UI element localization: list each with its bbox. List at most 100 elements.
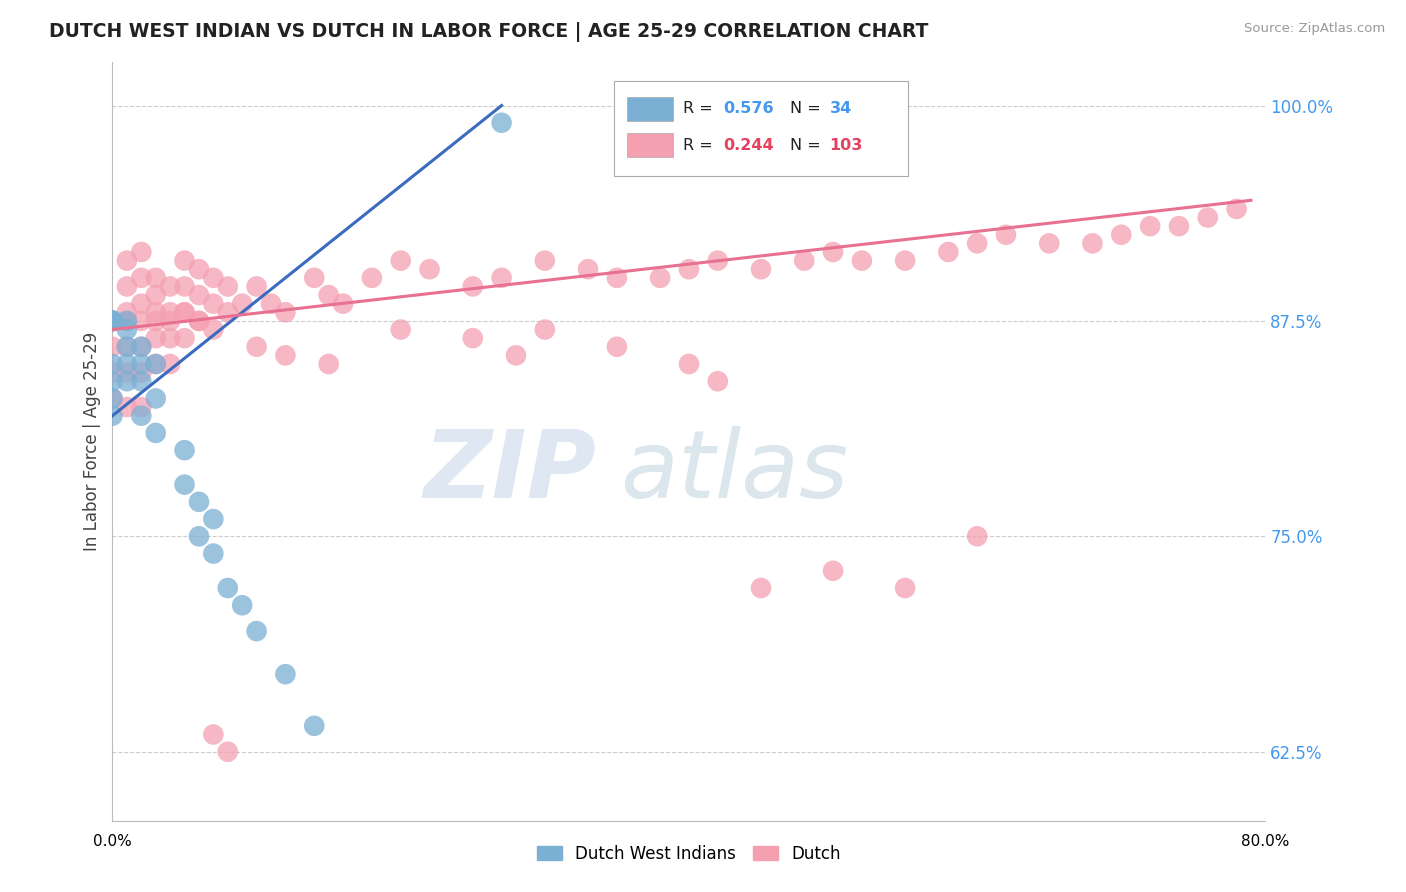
- Point: [129, 400, 153, 414]
- Point: [188, 314, 211, 328]
- Point: [173, 279, 195, 293]
- Point: [145, 288, 167, 302]
- Point: [115, 322, 138, 336]
- Point: [129, 366, 153, 380]
- Point: [101, 314, 124, 328]
- Text: N =: N =: [790, 101, 827, 116]
- Point: [966, 529, 988, 543]
- Point: [129, 340, 153, 354]
- Text: ZIP: ZIP: [423, 425, 596, 518]
- Point: [318, 357, 340, 371]
- Point: [101, 314, 124, 328]
- Point: [274, 348, 297, 362]
- Text: R =: R =: [683, 137, 718, 153]
- Point: [101, 314, 124, 328]
- Point: [231, 599, 253, 613]
- Point: [1038, 236, 1060, 251]
- Point: [173, 331, 195, 345]
- Point: [505, 348, 527, 362]
- Point: [231, 296, 253, 310]
- Point: [101, 314, 124, 328]
- Point: [188, 314, 211, 328]
- Text: 0.576: 0.576: [724, 101, 775, 116]
- Point: [260, 296, 283, 310]
- Point: [360, 270, 382, 285]
- Point: [101, 357, 124, 371]
- Point: [145, 392, 167, 406]
- Point: [115, 253, 138, 268]
- Point: [534, 253, 557, 268]
- Text: DUTCH WEST INDIAN VS DUTCH IN LABOR FORCE | AGE 25-29 CORRELATION CHART: DUTCH WEST INDIAN VS DUTCH IN LABOR FORC…: [49, 22, 928, 42]
- Point: [217, 279, 239, 293]
- FancyBboxPatch shape: [627, 133, 673, 157]
- Point: [188, 529, 211, 543]
- Point: [101, 366, 124, 380]
- Text: 0.244: 0.244: [724, 137, 775, 153]
- Point: [159, 357, 181, 371]
- Point: [217, 745, 239, 759]
- Point: [188, 262, 211, 277]
- Point: [159, 279, 181, 293]
- Point: [1226, 202, 1249, 216]
- Point: [115, 340, 138, 354]
- Point: [188, 288, 211, 302]
- Point: [389, 253, 412, 268]
- Point: [115, 305, 138, 319]
- Point: [202, 270, 225, 285]
- Point: [1167, 219, 1189, 234]
- Point: [115, 340, 138, 354]
- Point: [217, 581, 239, 595]
- Point: [1139, 219, 1161, 234]
- Point: [115, 400, 138, 414]
- Point: [115, 314, 138, 328]
- Point: [1111, 227, 1133, 242]
- Point: [101, 314, 124, 328]
- Point: [145, 314, 167, 328]
- Point: [115, 366, 138, 380]
- Point: [793, 253, 815, 268]
- Point: [318, 288, 340, 302]
- Point: [246, 624, 269, 639]
- Point: [274, 667, 297, 681]
- Point: [101, 340, 124, 354]
- Point: [129, 409, 153, 423]
- Point: [995, 227, 1018, 242]
- Point: [894, 581, 917, 595]
- Point: [101, 409, 124, 423]
- Point: [101, 314, 124, 328]
- Point: [749, 581, 772, 595]
- Point: [145, 331, 167, 345]
- Point: [851, 253, 873, 268]
- Point: [576, 262, 599, 277]
- Point: [159, 314, 181, 328]
- Point: [101, 314, 124, 328]
- Point: [101, 314, 124, 328]
- Point: [202, 547, 225, 561]
- Point: [101, 392, 124, 406]
- Text: 34: 34: [830, 101, 852, 116]
- Point: [101, 314, 124, 328]
- Point: [821, 564, 844, 578]
- Point: [101, 314, 124, 328]
- Point: [749, 262, 772, 277]
- Text: 103: 103: [830, 137, 863, 153]
- Point: [1081, 236, 1104, 251]
- Point: [101, 392, 124, 406]
- Point: [606, 340, 628, 354]
- Point: [173, 443, 195, 458]
- Point: [491, 270, 513, 285]
- Point: [821, 244, 844, 259]
- Point: [461, 279, 484, 293]
- Point: [461, 331, 484, 345]
- Point: [129, 357, 153, 371]
- Y-axis label: In Labor Force | Age 25-29: In Labor Force | Age 25-29: [83, 332, 101, 551]
- Point: [188, 495, 211, 509]
- Point: [202, 727, 225, 741]
- Point: [246, 340, 269, 354]
- Point: [115, 279, 138, 293]
- Point: [936, 244, 959, 259]
- FancyBboxPatch shape: [614, 81, 908, 177]
- Point: [304, 719, 326, 733]
- Point: [129, 374, 153, 388]
- Point: [389, 322, 412, 336]
